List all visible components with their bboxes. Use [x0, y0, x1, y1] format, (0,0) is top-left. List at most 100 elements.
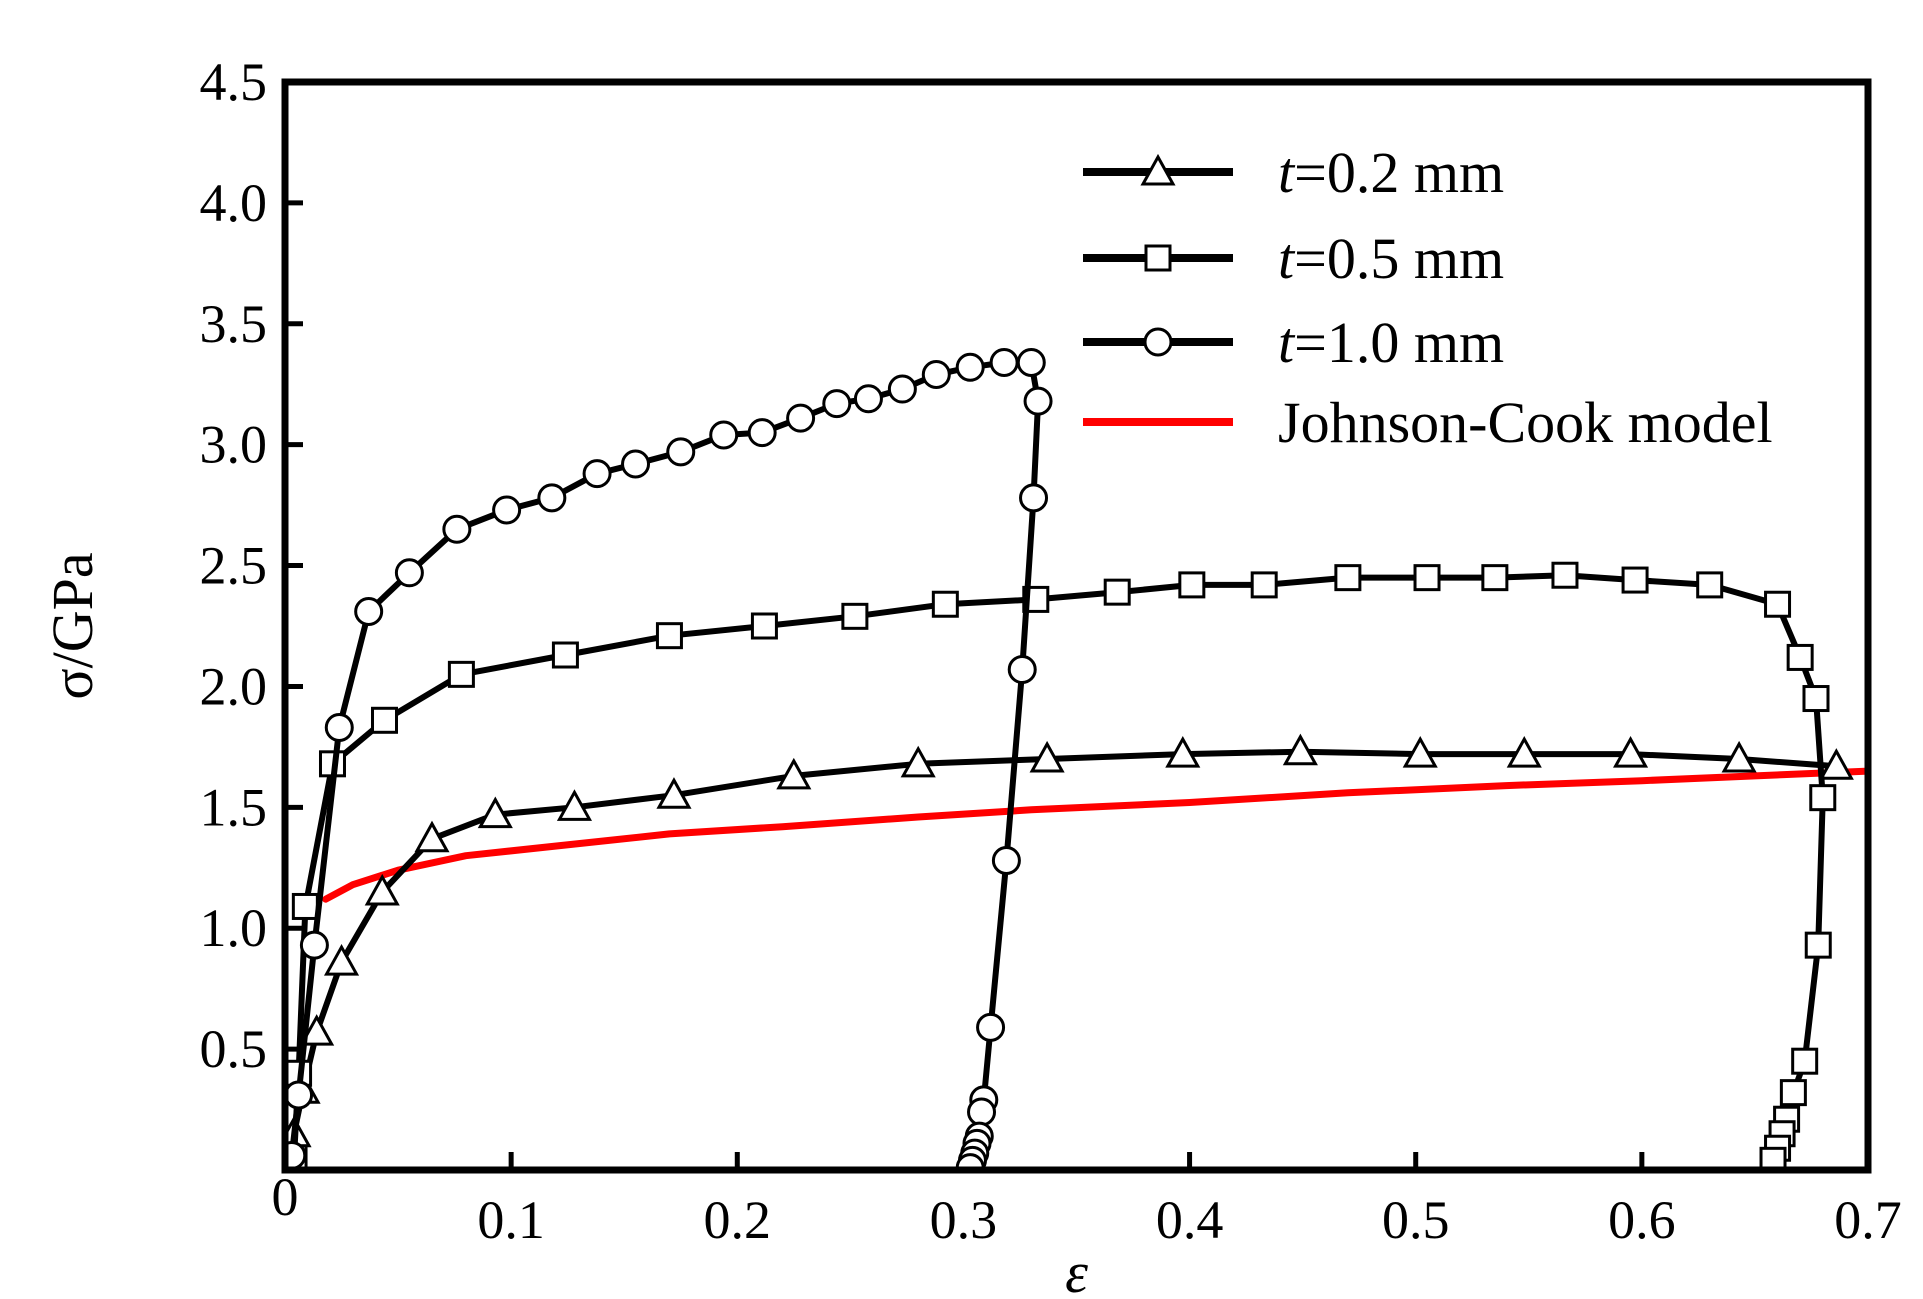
data-point-circle	[492, 495, 522, 525]
data-point-square	[1103, 578, 1131, 606]
data-point-triangle	[776, 757, 812, 790]
data-point-circle	[324, 713, 354, 743]
data-point-triangle	[1721, 740, 1757, 773]
data-point-square	[931, 590, 959, 618]
series-1	[285, 561, 1837, 1170]
data-point-square	[1413, 564, 1441, 592]
data-point-circle	[991, 846, 1021, 876]
legend-label-var: t	[1278, 140, 1296, 205]
data-point-circle	[747, 418, 777, 448]
data-point-circle	[354, 596, 384, 626]
data-point-triangle	[1402, 736, 1438, 768]
data-point-triangle	[323, 943, 360, 976]
legend-marker-square	[1144, 244, 1172, 272]
data-point-circle	[1007, 655, 1037, 685]
x-tick-label: 0.7	[1834, 1190, 1902, 1250]
x-tick-label: 0.2	[704, 1190, 772, 1250]
legend-item: t=1.0 mm	[1083, 310, 1504, 375]
y-tick-label: 4.0	[200, 173, 268, 233]
data-point-circle	[1016, 347, 1046, 377]
series-3	[322, 767, 1868, 903]
data-point-square	[1551, 561, 1579, 589]
y-tick-label: 4.5	[200, 52, 268, 112]
data-point-square	[1481, 564, 1509, 592]
data-point-square	[551, 641, 579, 669]
data-point-circle	[621, 449, 651, 479]
data-point-triangle	[1165, 736, 1201, 768]
data-point-square	[1334, 564, 1362, 592]
data-point-triangle	[299, 1014, 335, 1046]
data-point-circle	[921, 360, 951, 390]
plot-frame	[281, 78, 1872, 1174]
data-point-triangle	[1029, 740, 1065, 773]
data-point-square	[1759, 1146, 1787, 1170]
data-point-square	[1802, 685, 1830, 713]
data-point-square	[291, 892, 319, 920]
legend-label: t=0.2 mm	[1278, 140, 1504, 205]
legend-marker-triangle	[1140, 153, 1176, 186]
data-point-square	[750, 612, 778, 640]
x-tick-label: 0.1	[477, 1190, 545, 1250]
data-point-circle	[853, 384, 883, 414]
data-point-square	[1804, 931, 1832, 959]
data-point-square	[1696, 571, 1724, 599]
series-line	[286, 748, 1840, 1166]
data-point-square	[1621, 566, 1649, 594]
y-tick-label: 3.0	[200, 415, 268, 475]
legend-label-rest: =0.2 mm	[1294, 140, 1504, 205]
data-point-square	[841, 602, 869, 630]
y-axis-ticks: 0.5 1.0 1.5 2.0 2.5 3.0 3.5 4.0 4.5	[200, 52, 303, 1079]
series-line	[322, 767, 1868, 903]
data-point-square	[1791, 1047, 1819, 1075]
legend-item: t=0.2 mm	[1083, 140, 1504, 205]
data-point-triangle	[656, 777, 692, 809]
data-point-circle	[989, 347, 1019, 377]
x-tick-label: 0.5	[1382, 1190, 1450, 1250]
data-point-square	[1809, 784, 1837, 812]
legend-label: t=0.5 mm	[1278, 226, 1504, 291]
data-point-triangle	[1506, 736, 1542, 768]
data-point-triangle	[364, 873, 400, 906]
data-point-circle	[285, 1080, 314, 1110]
data-point-triangle	[900, 745, 936, 778]
data-point-triangle	[1613, 736, 1649, 768]
y-tick-label: 1.5	[200, 777, 268, 837]
legend-item: Johnson-Cook model	[1083, 390, 1773, 455]
legend-marker-circle	[1143, 327, 1173, 357]
x-tick-label: 0.6	[1608, 1190, 1676, 1250]
data-point-circle	[394, 558, 424, 588]
data-point-circle	[1019, 483, 1049, 513]
data-point-triangle	[414, 820, 450, 853]
y-tick-label: 2.5	[200, 536, 268, 596]
legend-label: t=1.0 mm	[1278, 310, 1504, 375]
x-tick-label: 0.4	[1156, 1190, 1224, 1250]
data-point-circle	[967, 1097, 997, 1127]
series-line	[291, 572, 1826, 1164]
series-0	[285, 733, 1854, 1170]
x-tick-label: 0	[272, 1167, 299, 1227]
data-point-circle	[976, 1012, 1006, 1042]
data-point-circle	[786, 403, 816, 433]
y-tick-label: 1.0	[200, 898, 268, 958]
data-point-circle	[299, 930, 329, 960]
legend-label-rest: =1.0 mm	[1294, 310, 1504, 375]
data-point-square	[655, 622, 683, 650]
y-axis-label: σ/GPa	[40, 552, 105, 699]
y-tick-label: 2.0	[200, 656, 268, 716]
data-point-circle	[582, 459, 612, 489]
y-tick-label: 0.5	[200, 1019, 268, 1079]
data-point-circle	[442, 514, 472, 544]
data-point-square	[371, 706, 399, 734]
data-point-circle	[666, 437, 696, 467]
x-tick-label: 0.3	[930, 1190, 998, 1250]
data-point-circle	[822, 389, 852, 419]
legend-label-rest: =0.5 mm	[1294, 226, 1504, 291]
data-point-square	[447, 660, 475, 688]
legend-label-var: t	[1278, 310, 1296, 375]
data-point-square	[1250, 571, 1278, 599]
data-point-circle	[955, 352, 985, 382]
x-axis-label: ε	[1065, 1240, 1088, 1299]
data-point-circle	[709, 420, 739, 450]
